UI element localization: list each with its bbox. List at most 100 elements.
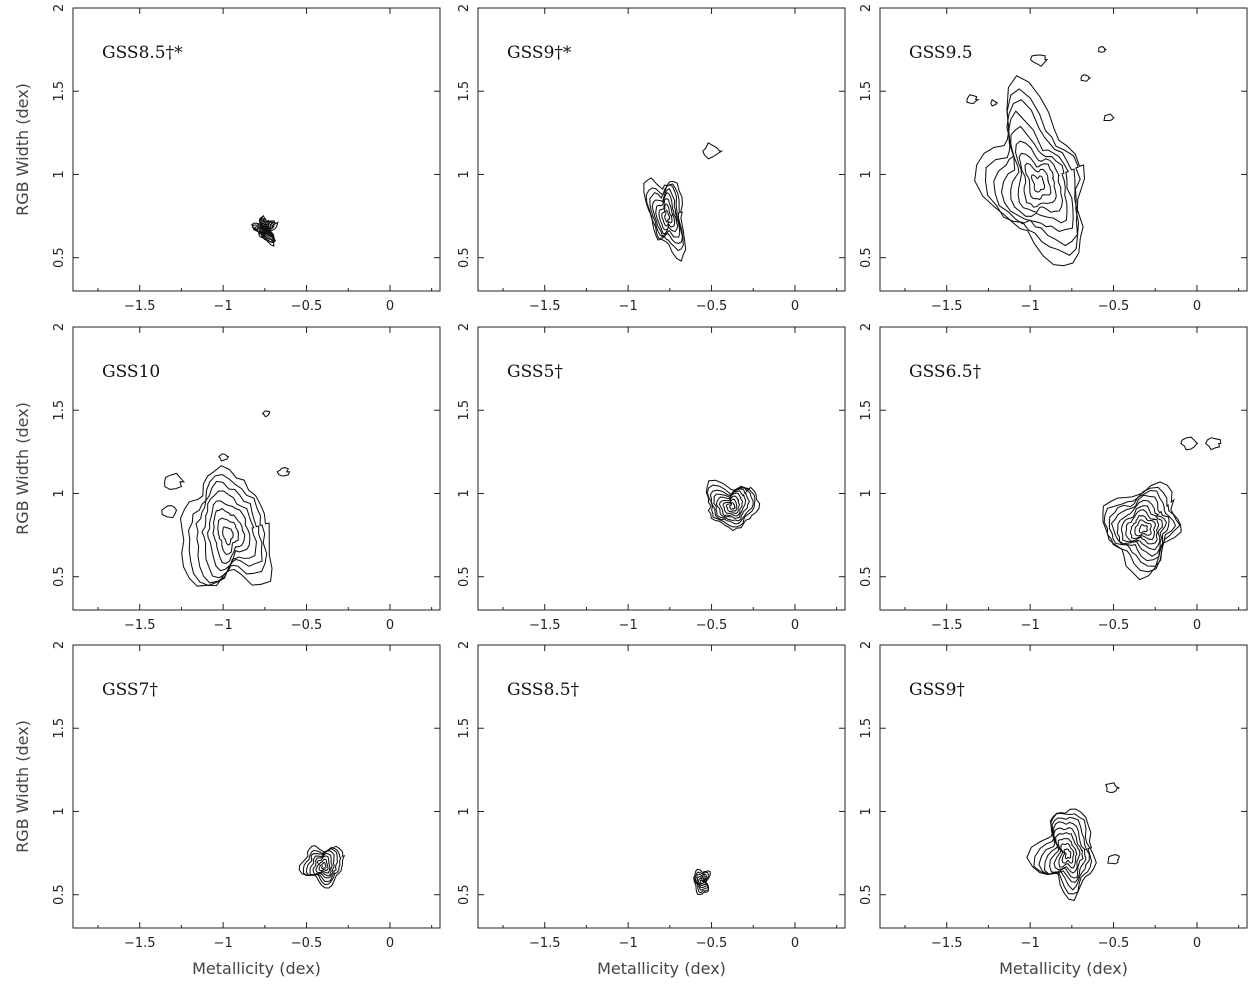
contour-group xyxy=(1102,436,1222,581)
y-tick-label: 1.5 xyxy=(457,718,472,739)
contour-line xyxy=(722,495,740,515)
y-tick-label: 1.5 xyxy=(457,81,472,102)
contour-line xyxy=(1125,509,1160,545)
y-tick-label: 0.5 xyxy=(457,566,472,587)
contour-line xyxy=(1033,812,1093,895)
contour-group xyxy=(251,214,279,247)
y-tick-label: 0.5 xyxy=(457,884,472,905)
y-tick-label: 0.5 xyxy=(859,247,874,268)
contour-group xyxy=(161,410,291,587)
contour-line xyxy=(212,507,246,564)
contour-line xyxy=(695,873,709,891)
y-tick-label: 1 xyxy=(859,807,874,815)
x-tick-label: −0.5 xyxy=(1098,618,1130,633)
contour-line xyxy=(1103,486,1181,573)
contour-line xyxy=(1108,489,1177,567)
x-tick-label: −1 xyxy=(619,299,638,314)
x-tick-label: −0.5 xyxy=(291,936,323,951)
panel-label: GSS9†* xyxy=(507,43,572,63)
x-tick-label: −1 xyxy=(214,618,233,633)
contour-line xyxy=(661,203,673,227)
x-tick-label: −0.5 xyxy=(696,936,728,951)
x-tick-label: −1.5 xyxy=(931,618,963,633)
panel-6: −1.5 −1 −0.5 0 0.5 1 1.5 2 GSS6.5† xyxy=(859,323,1248,633)
contour-line xyxy=(706,484,756,528)
contour-line xyxy=(993,99,1078,247)
contour-line xyxy=(1053,832,1081,874)
y-tick-label: 1.5 xyxy=(859,400,874,421)
x-tick-label: −0.5 xyxy=(696,299,728,314)
x-tick-label: −1 xyxy=(214,299,233,314)
contour-line xyxy=(217,517,240,556)
y-tick-label: 2 xyxy=(52,323,67,331)
panel-7: −1.5 −1 −0.5 0 0.5 1 1.5 2 GSS7† RGB Width (dex) M… xyxy=(13,641,441,978)
x-tick-label: 0 xyxy=(1193,936,1201,951)
panel-label: GSS8.5†* xyxy=(102,43,183,63)
contour-line xyxy=(649,184,684,244)
contour-line xyxy=(1049,827,1084,879)
x-tick-label: −0.5 xyxy=(291,299,323,314)
contour-group xyxy=(1026,782,1121,902)
contour-island xyxy=(161,505,178,519)
contour-line xyxy=(729,502,736,510)
contour-line xyxy=(725,498,738,513)
plot-frame xyxy=(477,7,846,292)
contour-line xyxy=(318,858,329,872)
contour-line xyxy=(1018,152,1057,208)
x-tick-label: 0 xyxy=(791,618,799,633)
panel-1: −1.5 −1 −0.5 0 0.5 1 1.5 2 GSS8.5†* RGB Width (de… xyxy=(13,4,441,314)
y-tick-label: 2 xyxy=(859,4,874,12)
y-tick-label: 0.5 xyxy=(859,566,874,587)
y-tick-label: 0.5 xyxy=(457,247,472,268)
contour-island xyxy=(1029,54,1049,67)
x-tick-label: −0.5 xyxy=(291,618,323,633)
y-axis-title: RGB Width (dex) xyxy=(13,720,32,853)
y-tick-label: 0.5 xyxy=(859,884,874,905)
panel-label: GSS9† xyxy=(909,680,965,700)
contour-line xyxy=(694,871,710,894)
panel-2: −1.5 −1 −0.5 0 0.5 1 1.5 2 GSS9†* xyxy=(457,4,846,314)
y-tick-label: 1 xyxy=(457,489,472,497)
contour-island xyxy=(1080,74,1092,82)
contour-line xyxy=(315,855,331,874)
panel-label: GSS9.5 xyxy=(909,43,973,63)
y-tick-label: 2 xyxy=(859,323,874,331)
panel-9: −1.5 −1 −0.5 0 0.5 1 1.5 2 GSS9† Metallicity (dex… xyxy=(859,641,1248,978)
y-tick-label: 1 xyxy=(457,807,472,815)
contour-line xyxy=(1063,848,1072,860)
y-axis-title: RGB Width (dex) xyxy=(13,402,32,535)
contour-island xyxy=(990,98,999,107)
contour-line xyxy=(260,223,272,235)
contour-island xyxy=(1107,854,1121,865)
contour-line xyxy=(693,868,711,896)
contour-line xyxy=(984,88,1081,257)
contour-line xyxy=(664,209,671,223)
contour-island xyxy=(1204,437,1222,451)
contour-line xyxy=(1038,816,1090,891)
contour-group xyxy=(693,868,711,896)
contour-line xyxy=(1010,125,1068,224)
y-tick-label: 2 xyxy=(859,641,874,649)
x-tick-label: 0 xyxy=(1193,299,1201,314)
x-tick-label: −0.5 xyxy=(1098,936,1130,951)
plot-frame xyxy=(879,644,1248,929)
x-tick-label: −1.5 xyxy=(529,299,561,314)
contour-line xyxy=(1026,808,1097,902)
y-tick-label: 1 xyxy=(457,170,472,178)
contour-line xyxy=(201,490,258,579)
contour-island xyxy=(218,453,230,462)
contour-island xyxy=(1180,436,1199,451)
contour-line xyxy=(1043,821,1087,883)
panel-3: −1.5 −1 −0.5 0 0.5 1 1.5 2 GSS9.5 xyxy=(859,4,1248,314)
x-tick-label: 0 xyxy=(386,936,394,951)
contour-line xyxy=(1060,842,1075,864)
x-tick-label: −1 xyxy=(619,936,638,951)
x-tick-label: 0 xyxy=(386,618,394,633)
x-tick-label: −1 xyxy=(1021,936,1040,951)
contour-line xyxy=(705,479,761,532)
x-tick-label: −1.5 xyxy=(931,936,963,951)
contour-line xyxy=(697,877,706,887)
panel-label: GSS7† xyxy=(102,680,158,700)
y-tick-label: 1.5 xyxy=(52,400,67,421)
